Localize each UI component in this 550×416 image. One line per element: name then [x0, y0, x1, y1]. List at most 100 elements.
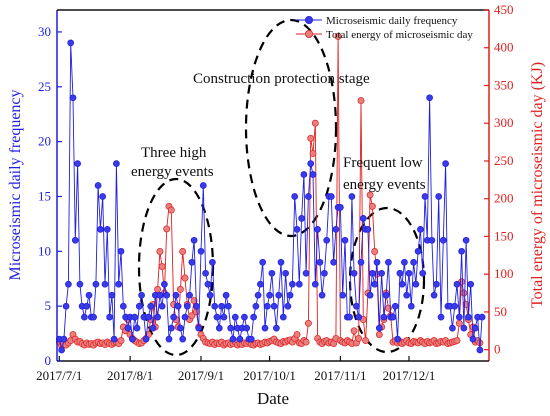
energy-point [355, 334, 363, 342]
energy-point [453, 337, 461, 345]
frequency-point [330, 258, 337, 266]
frequency-point [213, 313, 221, 321]
frequency-point [247, 335, 255, 343]
frequency-point [353, 302, 360, 310]
frequency-point [156, 291, 164, 299]
frequency-point [138, 291, 145, 299]
x-tick-label: 2017/12/1 [383, 368, 436, 383]
left-axis-title: Microseismic daily frequency [7, 89, 24, 280]
left-tick-label: 30 [38, 24, 51, 39]
annotation-frequent-low-line1: Frequent low [343, 155, 423, 171]
ellipse-construction-protection [244, 18, 338, 238]
frequency-point [295, 280, 303, 288]
energy-point [158, 263, 166, 271]
frequency-point [142, 335, 150, 343]
frequency-point [273, 324, 280, 332]
frequency-point [145, 313, 152, 321]
frequency-point [211, 302, 219, 310]
frequency-point [190, 236, 198, 244]
frequency-point [458, 247, 465, 255]
frequency-point [161, 280, 168, 288]
frequency-point [394, 335, 401, 343]
frequency-point [158, 302, 166, 310]
frequency-point [202, 269, 209, 277]
energy-point [371, 248, 379, 255]
frequency-point [174, 302, 182, 310]
frequency-point [311, 280, 319, 288]
frequency-point [309, 171, 317, 178]
energy-point [375, 331, 383, 339]
right-tick-label: 450 [494, 2, 514, 17]
frequency-point [179, 335, 187, 343]
energy-point [190, 297, 198, 305]
frequency-point [323, 236, 331, 244]
frequency-point [389, 313, 397, 321]
frequency-point [279, 313, 287, 321]
frequency-point [60, 335, 68, 343]
right-tick-label: 400 [494, 40, 514, 55]
frequency-point [369, 269, 376, 277]
annotation-construction-protection: Construction protection stage [193, 71, 370, 87]
legend: Microseismic daily frequency Total energ… [296, 15, 473, 41]
frequency-point [135, 302, 143, 310]
left-axis-ticks: 0 5 10 15 20 25 30 [38, 24, 62, 368]
right-tick-label: 350 [494, 77, 514, 92]
frequency-point [391, 302, 399, 310]
frequency-point [71, 236, 79, 244]
frequency-point [300, 171, 308, 178]
frequency-point [92, 280, 100, 288]
energy-point [167, 206, 175, 214]
frequency-point [101, 280, 109, 288]
legend-energy-label: Total energy of microseismic day [326, 29, 473, 41]
frequency-point [378, 269, 385, 277]
frequency-point [430, 291, 438, 299]
frequency-point [412, 280, 420, 288]
frequency-point [478, 313, 486, 321]
frequency-point [67, 39, 75, 47]
energy-point [156, 248, 164, 255]
frequency-point [263, 302, 271, 310]
frequency-point [437, 313, 445, 321]
energy-point [154, 285, 162, 293]
frequency-point [69, 94, 77, 102]
energy-point [176, 285, 184, 293]
frequency-point [355, 313, 363, 321]
left-tick-label: 20 [38, 134, 51, 149]
frequency-point [215, 324, 223, 332]
frequency-point [252, 302, 260, 310]
x-tick-label: 2017/11/1 [314, 368, 366, 383]
right-tick-label: 250 [494, 153, 514, 168]
energy-point [117, 337, 125, 345]
left-tick-label: 15 [38, 188, 51, 203]
frequency-point [401, 258, 408, 266]
left-tick-label: 25 [38, 79, 51, 94]
frequency-point [332, 226, 340, 233]
frequency-point [58, 346, 65, 354]
frequency-point [316, 258, 324, 266]
frequency-point [225, 302, 232, 310]
energy-point [350, 327, 358, 335]
frequency-point [282, 269, 289, 277]
frequency-point [243, 324, 251, 332]
left-tick-label: 0 [45, 353, 52, 368]
right-axis-title: Total energy of microseismic day (KJ) [529, 62, 546, 308]
frequency-point [382, 291, 390, 299]
frequency-point [307, 160, 315, 167]
frequency-point [465, 313, 472, 321]
frequency-point [460, 324, 468, 332]
frequency-point [314, 226, 321, 233]
frequency-point [117, 247, 125, 255]
frequency-point [419, 269, 427, 277]
frequency-point [181, 313, 189, 321]
frequency-point [348, 193, 356, 200]
frequency-point [220, 313, 228, 321]
frequency-point [195, 324, 203, 332]
frequency-point [371, 280, 379, 288]
frequency-point [254, 291, 262, 299]
right-tick-label: 200 [494, 191, 514, 206]
x-tick-label: 2017/9/1 [178, 368, 224, 383]
energy-point [163, 225, 171, 233]
frequency-point [417, 226, 424, 233]
frequency-point [268, 269, 276, 277]
